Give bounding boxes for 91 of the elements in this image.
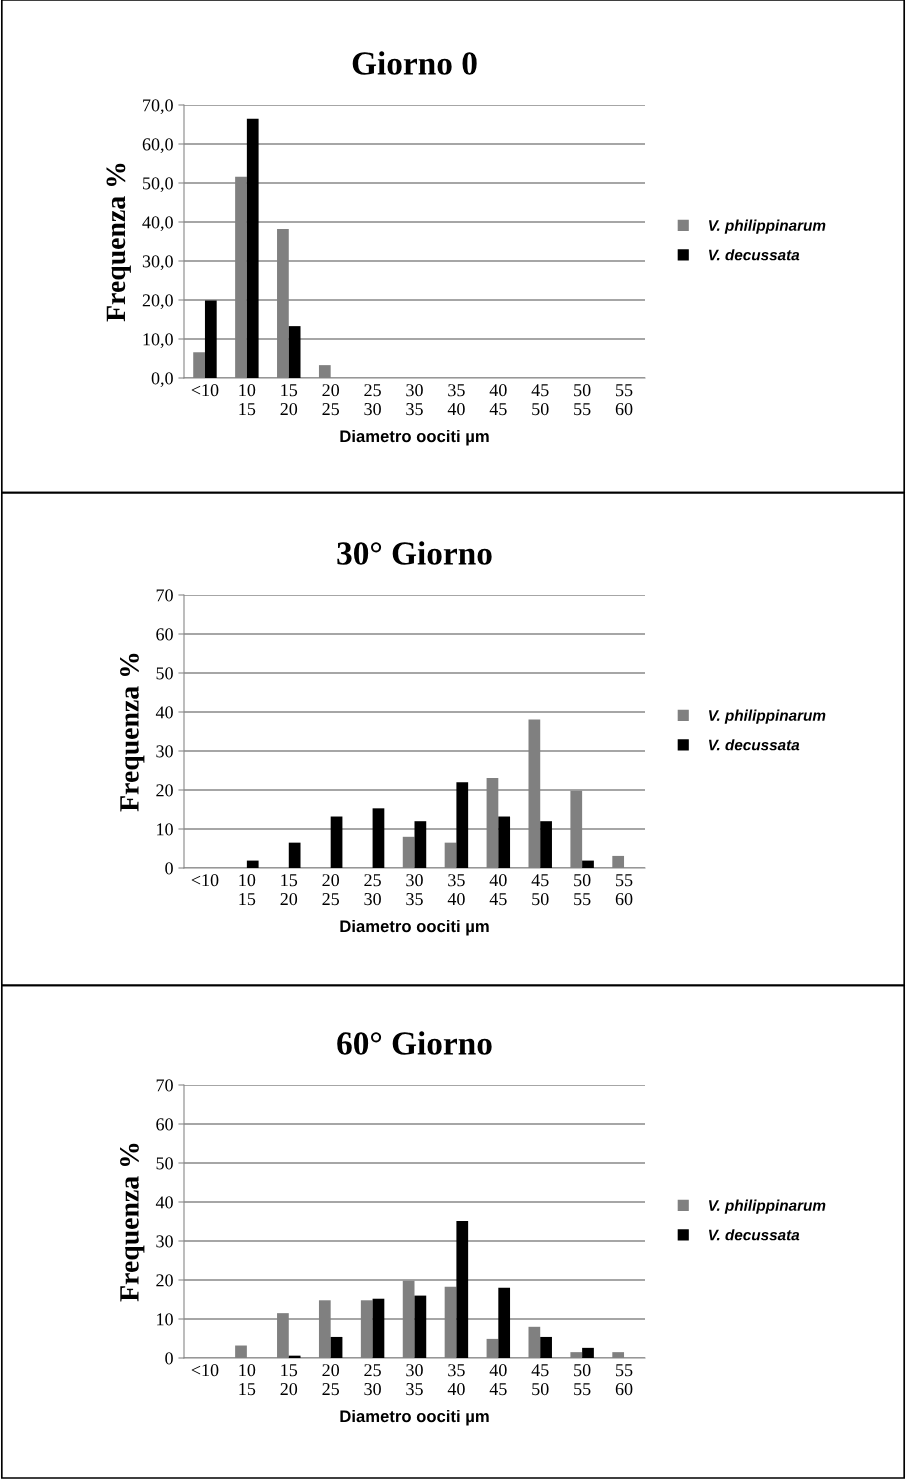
x-tick-label: 25 30: [364, 1364, 381, 1396]
x-tick-label: 15 20: [280, 384, 298, 416]
x-tick-label: 50 55: [574, 874, 591, 906]
x-tick-label: 40 45: [489, 1364, 507, 1396]
x-tick-label: 15 20: [280, 874, 298, 906]
legend-label: V. philippinarum: [708, 709, 826, 724]
y-tick-label: 50: [156, 1157, 173, 1170]
y-tick-label: 30,0: [142, 255, 173, 271]
bar: [456, 782, 469, 868]
x-tick-label: 40 45: [489, 384, 507, 416]
y-axis-title: Frequenza %: [120, 1143, 145, 1302]
x-tick-label: 20 25: [322, 874, 340, 906]
y-tick-label: 30: [156, 745, 173, 758]
y-tick-label: 70: [156, 589, 173, 602]
bar: [330, 1336, 343, 1358]
bar: [372, 808, 385, 868]
y-axis-title: Frequenza %: [106, 163, 131, 322]
x-tick-label: 45 50: [531, 874, 549, 906]
bar: [330, 816, 343, 868]
y-tick-label: 0: [165, 862, 173, 875]
bar: [372, 1298, 385, 1358]
x-tick-label: 25 30: [364, 384, 381, 416]
y-tick-label: 0,0: [151, 372, 173, 388]
chart-title: 60° Giorno: [337, 1031, 492, 1055]
y-tick-label: 50,0: [143, 177, 173, 193]
x-tick-label: 30 35: [406, 874, 423, 906]
bar: [288, 842, 301, 868]
x-tick-label: 10 15: [239, 1364, 256, 1396]
bar: [582, 1347, 594, 1358]
legend-label: V. philippinarum: [708, 219, 826, 234]
bar: [498, 1287, 511, 1358]
bar: [204, 300, 217, 378]
y-tick-label: 70,0: [143, 99, 173, 115]
x-tick-label: 30 35: [406, 384, 423, 416]
legend-label: V. decussata: [708, 249, 800, 261]
legend-label: V. decussata: [708, 1229, 800, 1241]
y-tick-label: 60: [156, 1118, 173, 1131]
x-tick-label: <10: [191, 384, 219, 397]
bar: [288, 326, 301, 378]
bar: [414, 821, 427, 868]
y-tick-label: 20: [156, 784, 173, 797]
x-tick-label: 30 35: [406, 1364, 423, 1396]
x-tick-label: 25 30: [364, 874, 381, 906]
y-tick-label: 60,0: [142, 138, 173, 154]
x-axis-title: Diametro oociti µm: [340, 429, 489, 446]
x-tick-label: 10 15: [239, 384, 256, 416]
bar: [540, 821, 552, 868]
x-tick-label: 20 25: [322, 384, 340, 416]
chart-title: Giorno 0: [352, 51, 477, 75]
y-axis-title: Frequenza %: [120, 653, 145, 812]
x-tick-label: 35 40: [447, 874, 465, 906]
x-tick-label: 35 40: [447, 1364, 465, 1396]
y-tick-label: 50: [156, 667, 173, 680]
x-tick-label: <10: [191, 874, 219, 887]
y-tick-label: 20: [156, 1274, 173, 1287]
x-tick-label: 35 40: [447, 384, 465, 416]
y-tick-label: 70: [156, 1079, 173, 1092]
x-tick-label: 55 60: [615, 874, 633, 906]
y-tick-label: 0: [165, 1352, 173, 1365]
bar: [582, 860, 594, 868]
x-tick-label: 15 20: [280, 1364, 298, 1396]
y-tick-label: 30: [156, 1235, 173, 1248]
x-axis-title: Diametro oociti µm: [340, 1409, 489, 1426]
x-tick-label: 55 60: [615, 384, 633, 416]
legend-label: V. philippinarum: [708, 1199, 826, 1214]
bar: [498, 816, 511, 868]
y-tick-label: 40: [155, 1196, 173, 1209]
x-tick-label: 50 55: [574, 384, 591, 416]
bar: [540, 1336, 552, 1358]
x-tick-label: 45 50: [531, 384, 549, 416]
y-tick-label: 60: [156, 628, 173, 641]
x-tick-label: <10: [191, 1364, 219, 1377]
bar: [246, 860, 259, 868]
x-axis-title: Diametro oociti µm: [340, 919, 489, 936]
y-tick-label: 20,0: [142, 294, 173, 310]
x-tick-label: 10 15: [239, 874, 256, 906]
x-tick-label: 55 60: [615, 1364, 633, 1396]
chart-title: 30° Giorno: [337, 541, 492, 565]
bar: [414, 1295, 427, 1358]
x-tick-label: 20 25: [322, 1364, 340, 1396]
y-tick-label: 40,0: [142, 216, 173, 232]
bar: [456, 1221, 469, 1358]
y-tick-label: 10,0: [143, 333, 173, 349]
bar: [246, 118, 259, 378]
x-tick-label: 40 45: [489, 874, 507, 906]
x-tick-label: 50 55: [574, 1364, 591, 1396]
legend-label: V. decussata: [708, 739, 800, 751]
y-tick-label: 10: [157, 823, 173, 836]
x-tick-label: 45 50: [531, 1364, 549, 1396]
y-tick-label: 40: [155, 706, 173, 719]
y-tick-label: 10: [157, 1313, 173, 1326]
